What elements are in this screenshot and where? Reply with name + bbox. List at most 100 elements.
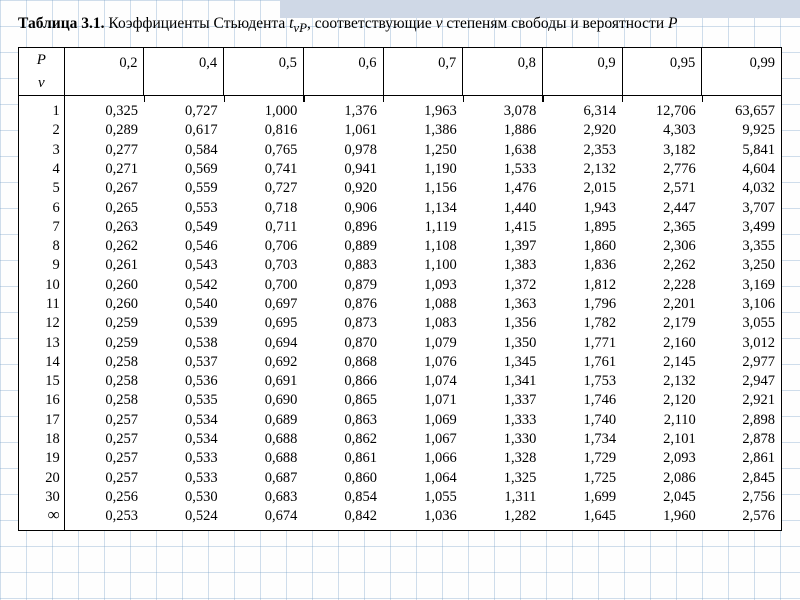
value-cell: 1,725 [542, 469, 622, 488]
value-cell: 1,337 [463, 391, 543, 410]
value-cell: 0,688 [224, 430, 304, 449]
value-cell: 0,253 [64, 507, 144, 531]
value-cell: 0,539 [144, 314, 224, 333]
table-row: 200,2570,5330,6870,8601,0641,3251,7252,0… [19, 469, 782, 488]
value-cell: 1,333 [463, 411, 543, 430]
nu-cell: 7 [19, 218, 65, 237]
table-row: 160,2580,5350,6900,8651,0711,3371,7462,1… [19, 391, 782, 410]
value-cell: 1,069 [383, 411, 463, 430]
value-cell: 1,729 [542, 449, 622, 468]
value-cell: 1,383 [463, 256, 543, 275]
value-cell: 0,542 [144, 276, 224, 295]
value-cell: 2,145 [622, 353, 702, 372]
table-row: 130,2590,5380,6940,8701,0791,3501,7712,1… [19, 334, 782, 353]
value-cell: 0,688 [224, 449, 304, 468]
value-cell: 0,861 [303, 449, 383, 468]
value-cell: 1,250 [383, 141, 463, 160]
table-row: 110,2600,5400,6970,8761,0881,3631,7962,2… [19, 295, 782, 314]
value-cell: 0,866 [303, 372, 383, 391]
value-cell: 0,271 [64, 160, 144, 179]
table-row: 40,2710,5690,7410,9411,1901,5332,1322,77… [19, 160, 782, 179]
value-cell: 0,862 [303, 430, 383, 449]
value-cell: 2,898 [702, 411, 782, 430]
value-cell: 0,261 [64, 256, 144, 275]
value-cell: 0,879 [303, 276, 383, 295]
table-row: ∞0,2530,5240,6740,8421,0361,2821,6451,96… [19, 507, 782, 531]
value-cell: 2,776 [622, 160, 702, 179]
value-cell: 1,960 [622, 507, 702, 531]
value-cell: 0,697 [224, 295, 304, 314]
value-cell: 0,842 [303, 507, 383, 531]
value-cell: 2,262 [622, 256, 702, 275]
value-cell: 1,079 [383, 334, 463, 353]
value-cell: 0,289 [64, 121, 144, 140]
value-cell: 3,055 [702, 314, 782, 333]
nu-cell: 13 [19, 334, 65, 353]
value-cell: 1,282 [463, 507, 543, 531]
value-cell: 0,533 [144, 469, 224, 488]
value-cell: 63,657 [702, 102, 782, 121]
value-cell: 0,741 [224, 160, 304, 179]
value-cell: 12,706 [622, 102, 702, 121]
value-cell: 1,963 [383, 102, 463, 121]
nu-cell: 4 [19, 160, 65, 179]
value-cell: 0,870 [303, 334, 383, 353]
header-p-6: 0,9 [542, 47, 622, 95]
value-cell: 2,132 [622, 372, 702, 391]
value-cell: 1,100 [383, 256, 463, 275]
table-row: 140,2580,5370,6920,8681,0761,3451,7612,1… [19, 353, 782, 372]
value-cell: 4,032 [702, 179, 782, 198]
value-cell: 0,543 [144, 256, 224, 275]
table-row: 300,2560,5300,6830,8541,0551,3111,6992,0… [19, 488, 782, 507]
value-cell: 0,262 [64, 237, 144, 256]
value-cell: 1,376 [303, 102, 383, 121]
table-row: 180,2570,5340,6880,8621,0671,3301,7342,1… [19, 430, 782, 449]
value-cell: 2,365 [622, 218, 702, 237]
value-cell: 4,303 [622, 121, 702, 140]
value-cell: 0,868 [303, 353, 383, 372]
value-cell: 1,108 [383, 237, 463, 256]
value-cell: 0,260 [64, 276, 144, 295]
value-cell: 0,941 [303, 160, 383, 179]
nu-cell: 17 [19, 411, 65, 430]
value-cell: 0,549 [144, 218, 224, 237]
value-cell: 0,538 [144, 334, 224, 353]
value-cell: 1,134 [383, 199, 463, 218]
value-cell: 0,533 [144, 449, 224, 468]
value-cell: 4,604 [702, 160, 782, 179]
value-cell: 1,345 [463, 353, 543, 372]
value-cell: 2,920 [542, 121, 622, 140]
value-cell: 1,782 [542, 314, 622, 333]
header-row: P ν 0,2 0,4 0,5 0,6 0,7 0,8 0,9 0,95 0,9… [19, 47, 782, 95]
value-cell: 0,727 [224, 179, 304, 198]
value-cell: 0,263 [64, 218, 144, 237]
value-cell: 0,873 [303, 314, 383, 333]
value-cell: 2,160 [622, 334, 702, 353]
value-cell: 3,182 [622, 141, 702, 160]
value-cell: 1,386 [383, 121, 463, 140]
caption-text-2: , соответствующие [307, 15, 436, 32]
value-cell: 0,540 [144, 295, 224, 314]
table-row: 170,2570,5340,6890,8631,0691,3331,7402,1… [19, 411, 782, 430]
value-cell: 0,700 [224, 276, 304, 295]
value-cell: 1,119 [383, 218, 463, 237]
table-body: 10,3250,7271,0001,3761,9633,0786,31412,7… [19, 96, 782, 531]
value-cell: 2,179 [622, 314, 702, 333]
value-cell: 1,061 [303, 121, 383, 140]
value-cell: 1,083 [383, 314, 463, 333]
value-cell: 1,156 [383, 179, 463, 198]
value-cell: 1,440 [463, 199, 543, 218]
value-cell: 3,499 [702, 218, 782, 237]
value-cell: 1,311 [463, 488, 543, 507]
value-cell: 0,265 [64, 199, 144, 218]
value-cell: 0,617 [144, 121, 224, 140]
nu-cell: 3 [19, 141, 65, 160]
value-cell: 1,055 [383, 488, 463, 507]
nu-cell: 6 [19, 199, 65, 218]
value-cell: 1,350 [463, 334, 543, 353]
value-cell: 0,546 [144, 237, 224, 256]
value-cell: 0,559 [144, 179, 224, 198]
value-cell: 2,201 [622, 295, 702, 314]
value-cell: 0,325 [64, 102, 144, 121]
header-p-4: 0,7 [383, 47, 463, 95]
